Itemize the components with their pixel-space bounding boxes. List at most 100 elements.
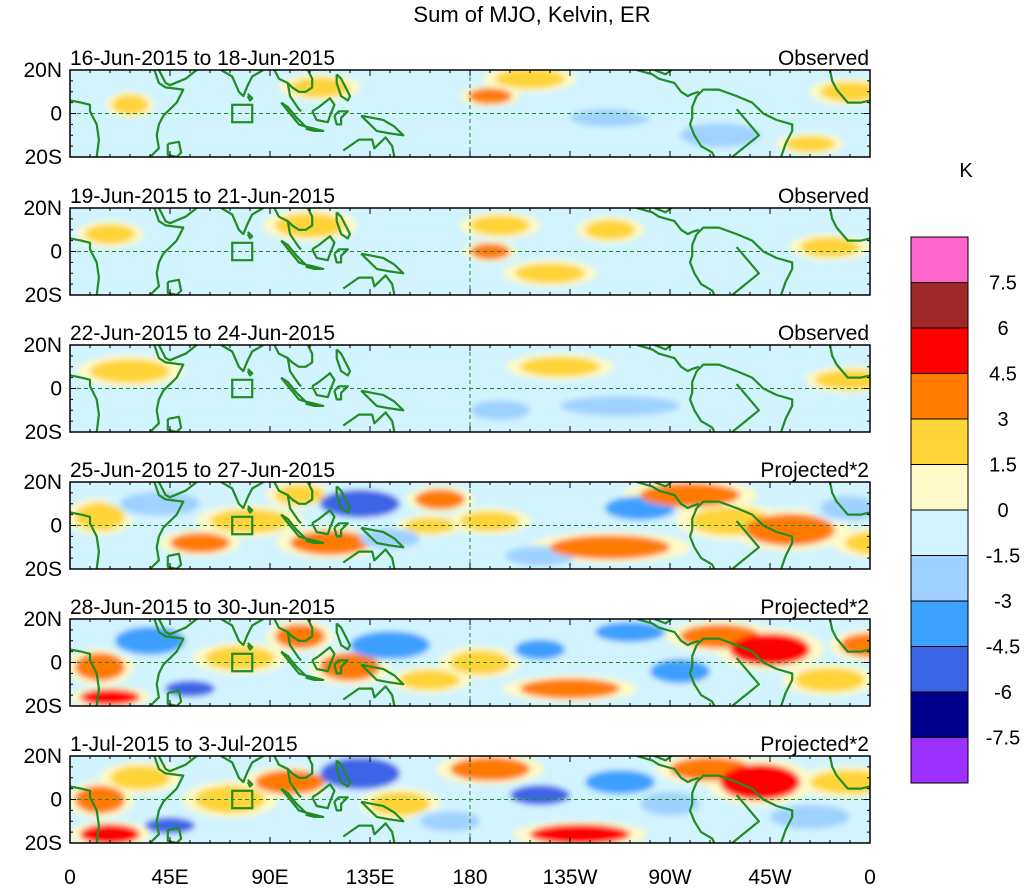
- colorbar-swatch: [910, 418, 969, 465]
- coastline: [333, 248, 349, 264]
- coastline: [654, 208, 674, 214]
- anomaly-blob: [400, 669, 460, 690]
- map-panel: 20N 0 20S 22-Jun-2015 to 24-Jun-2015 Observe…: [23, 322, 871, 444]
- coastline: [636, 482, 700, 510]
- anomaly-blob: [560, 395, 680, 416]
- coastline: [731, 794, 760, 843]
- colorbar-swatch: [910, 373, 969, 420]
- colorbar-label: 3: [997, 409, 1008, 431]
- coastline: [157, 619, 198, 636]
- coastline: [166, 826, 183, 843]
- coastline: [305, 263, 325, 270]
- anomaly-blob: [75, 502, 125, 531]
- lon-label-0: 0: [64, 866, 76, 889]
- coastline: [305, 537, 325, 544]
- colorbar-swatch: [910, 691, 969, 738]
- anomaly-blob: [550, 535, 670, 560]
- panel-date-range: 25-Jun-2015 to 27-Jun-2015: [70, 459, 335, 482]
- coastline: [688, 781, 716, 843]
- coastline: [273, 208, 314, 231]
- coastline: [166, 278, 183, 295]
- anomaly-blob: [875, 785, 925, 805]
- coastline: [220, 756, 264, 784]
- anomaly-blob: [320, 757, 400, 790]
- coastline: [311, 783, 336, 810]
- coastline: [653, 345, 674, 351]
- coastline: [273, 70, 314, 93]
- anomaly-blob: [370, 370, 490, 399]
- anomaly-blob: [520, 356, 600, 377]
- coastline: [335, 622, 352, 651]
- anomaly-blob: [350, 631, 430, 660]
- longitude-axis: 0 45E 90E 135E 180 135W 90W 45W 0: [64, 866, 876, 889]
- coastline: [653, 482, 674, 488]
- coastline: [273, 482, 314, 505]
- coastline: [220, 345, 264, 373]
- anomaly-blob: [145, 817, 195, 834]
- lat-label: 20N: [23, 471, 62, 494]
- anomaly-blob: [530, 824, 630, 843]
- coastline: [246, 93, 254, 102]
- panel-kind-label: Projected*2: [760, 596, 869, 619]
- anomaly-blob: [785, 135, 835, 152]
- coastlines: [70, 756, 870, 843]
- lon-label-90e: 90E: [251, 866, 288, 889]
- anomaly-blob: [815, 369, 870, 390]
- anomaly-blob: [275, 213, 345, 238]
- coastline: [828, 208, 870, 242]
- anomaly-blob: [730, 372, 810, 397]
- coastline: [166, 552, 183, 569]
- coastline: [149, 345, 185, 432]
- coastline: [220, 70, 264, 98]
- lat-label: 20S: [25, 832, 62, 855]
- lat-label: 20N: [23, 197, 62, 220]
- anomaly-blob: [165, 680, 215, 697]
- lat-label: 20S: [25, 695, 62, 718]
- anomaly-field: [70, 756, 925, 843]
- coastline: [636, 619, 700, 647]
- anomaly-blob: [835, 110, 870, 135]
- anomaly-blob: [845, 531, 870, 555]
- lat-label: 20S: [25, 146, 62, 169]
- colorbar-swatch: [910, 236, 969, 283]
- lat-label: 20N: [23, 334, 62, 357]
- map-panel: 20N 0 20S 19-Jun-2015 to 21-Jun-2015 Observe…: [23, 185, 871, 307]
- coastline: [636, 756, 700, 784]
- lon-label-90w: 90W: [648, 866, 691, 889]
- coastline: [70, 374, 100, 432]
- anomaly-blob: [820, 81, 870, 102]
- anomaly-blob: [725, 86, 815, 115]
- coastline: [220, 619, 264, 647]
- anomaly-blob: [620, 82, 720, 119]
- colorbar-label: -1.5: [986, 546, 1020, 568]
- colorbar-label: 1.5: [989, 455, 1017, 477]
- panel-date-range: 16-Jun-2015 to 18-Jun-2015: [70, 47, 335, 70]
- anomaly-blob: [170, 532, 230, 553]
- coastline: [70, 511, 100, 569]
- lat-label: 0: [50, 378, 62, 401]
- coastline: [653, 619, 674, 625]
- coastline: [166, 689, 183, 706]
- coastline: [653, 756, 674, 762]
- anomaly-blob: [470, 400, 530, 421]
- anomaly-blob: [180, 108, 280, 137]
- coastline: [828, 756, 870, 790]
- colorbar-label: -4.5: [986, 637, 1020, 659]
- anomaly-blob: [585, 770, 655, 795]
- anomaly-blob: [75, 652, 125, 681]
- panel-date-range: 22-Jun-2015 to 24-Jun-2015: [70, 322, 335, 345]
- coastline: [220, 208, 264, 236]
- anomaly-blob: [730, 633, 810, 666]
- coastline: [149, 208, 185, 295]
- coastline: [166, 415, 183, 432]
- coastline: [360, 252, 405, 275]
- anomaly-blob: [735, 256, 805, 281]
- coastline: [360, 663, 405, 686]
- coastline: [273, 619, 314, 642]
- coastline: [654, 70, 674, 76]
- anomaly-blob: [470, 215, 530, 236]
- coastline: [305, 125, 325, 132]
- coastlines: [70, 619, 870, 706]
- lat-label: 20S: [25, 421, 62, 444]
- coastline: [70, 237, 100, 295]
